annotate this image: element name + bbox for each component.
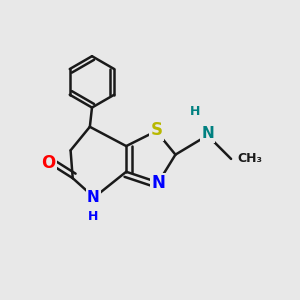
Text: N: N xyxy=(201,126,214,141)
Text: CH₃: CH₃ xyxy=(238,152,262,165)
Text: H: H xyxy=(190,105,200,118)
Text: O: O xyxy=(41,154,56,172)
Text: N: N xyxy=(87,190,100,205)
Text: N: N xyxy=(152,174,165,192)
Text: H: H xyxy=(88,210,98,223)
Text: S: S xyxy=(151,121,163,139)
